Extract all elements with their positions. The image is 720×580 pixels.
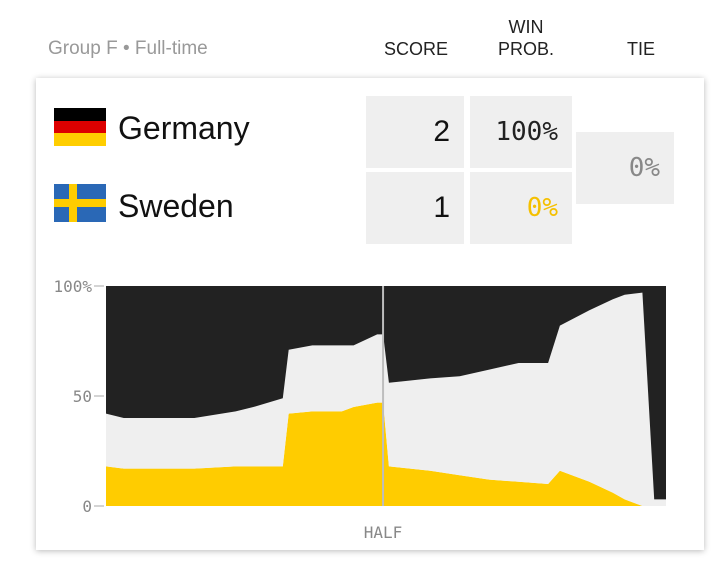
team-name-sweden: Sweden xyxy=(118,188,234,224)
tie-prob: 0% xyxy=(576,132,674,204)
area-sweden xyxy=(106,402,666,506)
win-prob-header-line2: PROB. xyxy=(497,39,554,59)
area-tie xyxy=(106,292,666,506)
tie-column-header: TIE xyxy=(626,39,655,59)
area-germany xyxy=(106,286,666,500)
score-germany: 2 xyxy=(366,96,464,168)
chart-areas xyxy=(106,286,666,506)
win-probability-chart: 0 50 100% HALF xyxy=(53,277,666,542)
team-name-germany: Germany xyxy=(118,110,250,146)
y-tick-label-50: 50 xyxy=(73,387,92,406)
group-status-label: Group F • Full-time xyxy=(48,38,208,59)
sweden-flag-icon xyxy=(54,184,106,222)
y-tick-label-100: 100% xyxy=(53,277,92,296)
score-column-header: SCORE xyxy=(383,39,448,59)
win-prob-header-line1: WIN xyxy=(508,17,544,37)
y-tick-label-0: 0 xyxy=(82,497,92,516)
half-marker-label: HALF xyxy=(364,523,403,542)
win-prob-column-header: WIN PROB. xyxy=(478,16,574,60)
score-sweden: 1 xyxy=(366,172,464,244)
win-prob-sweden: 0% xyxy=(470,172,572,244)
match-card: Germany Sweden 2 1 100% 0% 0% 0 50 100% HAL… xyxy=(36,78,704,550)
chart-axes: 0 50 100% HALF xyxy=(53,277,402,542)
germany-flag-icon xyxy=(54,108,106,146)
win-prob-germany: 100% xyxy=(470,96,572,168)
